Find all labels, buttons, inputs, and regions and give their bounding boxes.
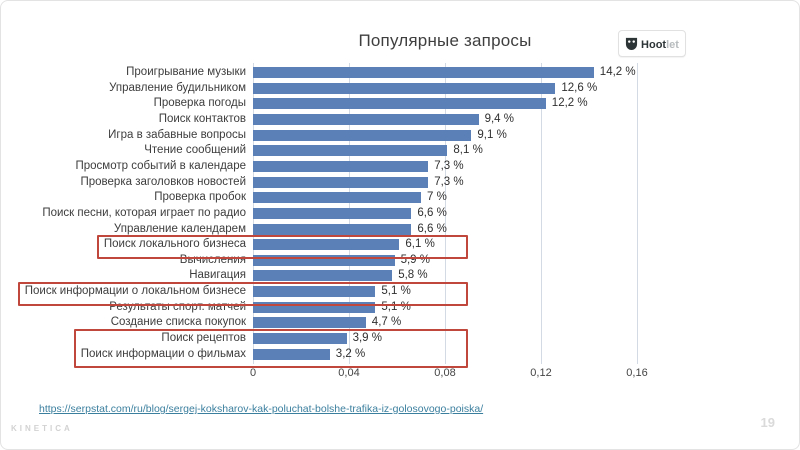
source-link[interactable]: https://serpstat.com/ru/blog/sergej-koks… (39, 403, 484, 415)
bar-category-label: Управление будильником (109, 81, 246, 94)
bar (253, 207, 412, 219)
bar-value-label: 5,1 % (381, 285, 411, 298)
bar-category-label: Проверка пробок (154, 191, 246, 204)
bar (253, 223, 412, 235)
bar (253, 192, 421, 204)
bar-value-label: 8,1 % (453, 144, 483, 157)
bar (253, 270, 393, 282)
bar-category-label: Поиск контактов (158, 112, 246, 125)
bar-value-label: 14,2 % (599, 66, 636, 78)
chart-title: Популярные запросы (358, 31, 532, 50)
highlight-box (97, 234, 468, 259)
bar-category-label: Игра в забавные вопросы (108, 128, 246, 141)
bar-category-label: Просмотр событий в календаре (75, 159, 247, 172)
gridline (541, 63, 542, 364)
bar (253, 286, 376, 298)
bar (253, 160, 429, 172)
bar-value-label: 6,6 % (417, 206, 447, 219)
highlight-box (18, 281, 468, 306)
bar-value-label: 12,6 % (561, 81, 598, 94)
bar-category-label: Поиск локального бизнеса (103, 238, 246, 251)
bar-value-label: 6,1 % (405, 238, 435, 251)
bar-value-label: 3,9 % (352, 332, 383, 345)
bar (253, 254, 395, 266)
page-number: 19 (760, 415, 775, 430)
bar-value-label: 9,4 % (484, 112, 515, 125)
bar-category-label: Проверка заголовков новостей (80, 175, 247, 188)
bar (253, 82, 556, 94)
bar (253, 317, 366, 329)
x-tick-label: 0,04 (338, 367, 360, 379)
bar-value-label: 9,1 % (477, 128, 507, 141)
bar-category-label: Навигация (189, 269, 246, 282)
x-tick-label: 0 (249, 367, 257, 379)
bar-category-label: Чтение сообщений (144, 144, 246, 157)
x-tick-label: 0,16 (626, 367, 648, 379)
bar (253, 333, 347, 345)
bar (253, 67, 594, 78)
bar-value-label: 4,7 % (371, 316, 402, 329)
bar-value-label: 12,2 % (551, 97, 588, 110)
highlight-box (74, 328, 468, 369)
bar-category-label: Управление календарем (113, 222, 246, 235)
gridline (637, 63, 638, 364)
bar (253, 239, 400, 251)
bar-value-label: 5,8 % (398, 269, 428, 282)
bar-value-label: 7,3 % (434, 159, 464, 172)
bar-category-label: Проигрывание музыки (126, 66, 246, 78)
bar (253, 145, 448, 157)
bar (253, 348, 330, 360)
bar-category-label: Поиск информации о фильмах (80, 347, 246, 360)
x-tick-label: 0,08 (434, 367, 456, 379)
gridline (445, 63, 446, 364)
owl-icon (625, 37, 638, 50)
bar-value-label: 7 % (427, 191, 447, 204)
bar-category-label: Проверка погоды (153, 97, 246, 110)
bar (253, 301, 376, 313)
hootlet-badge[interactable]: Hootlet (618, 30, 686, 57)
bar (253, 129, 472, 141)
brand-logo: KINETICA (11, 424, 73, 433)
bar-category-label: Поиск песни, которая играет по радио (42, 206, 246, 219)
bar (253, 176, 429, 188)
bar-category-label: Поиск информации о локальном бизнесе (24, 285, 246, 298)
bar-value-label: 6,6 % (417, 222, 447, 235)
bar (253, 113, 479, 125)
bar-category-label: Создание списка покупок (110, 316, 246, 329)
bar-value-label: 7,3 % (434, 175, 464, 188)
hootlet-label: Hootlet (641, 38, 679, 51)
bar-category-label: Поиск рецептов (161, 332, 246, 345)
bar-value-label: 3,2 % (335, 347, 366, 360)
x-tick-label: 0,12 (530, 367, 552, 379)
bar (253, 98, 546, 110)
